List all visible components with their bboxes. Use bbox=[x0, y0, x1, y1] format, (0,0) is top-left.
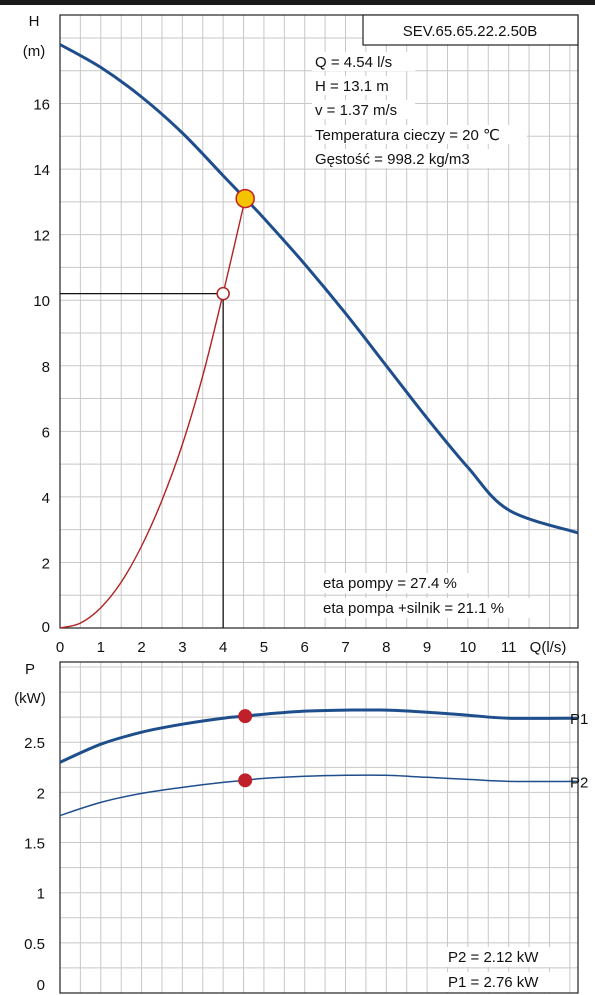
efficiency-line: eta pompa +silnik = 21.1 % bbox=[323, 600, 504, 617]
power-info-line-bg bbox=[444, 972, 554, 992]
head-y-tick-label: 4 bbox=[42, 490, 50, 507]
power-ylabel-unit: (kW) bbox=[14, 690, 46, 707]
head-y-tick-label: 8 bbox=[42, 359, 50, 376]
head-x-tick-label: 1 bbox=[97, 639, 105, 656]
info-line-bg bbox=[312, 76, 398, 95]
head-x-tick-label: 6 bbox=[301, 639, 309, 656]
info-line: Temperatura cieczy = 20 ℃ bbox=[315, 127, 500, 144]
model-title-box bbox=[362, 14, 579, 46]
head-x-tick-label: 11 bbox=[501, 639, 517, 656]
info-line: Gęstość = 998.2 kg/m3 bbox=[315, 151, 470, 168]
head-x-tick-label: 3 bbox=[178, 639, 186, 656]
head-x-tick-label: 10 bbox=[460, 639, 477, 656]
power-operating-point-2 bbox=[238, 773, 253, 788]
power-y-tick-label: 0 bbox=[37, 977, 45, 994]
info-line-bg bbox=[312, 125, 527, 144]
info-line: Q = 4.54 l/s bbox=[315, 54, 392, 71]
power-y-tick-label: 2.5 bbox=[24, 735, 45, 752]
info-line-bg bbox=[312, 52, 416, 71]
info-line: v = 1.37 m/s bbox=[315, 102, 397, 119]
head-x-tick-label: 4 bbox=[219, 639, 227, 656]
head-y-tick-label: 12 bbox=[33, 228, 50, 245]
head-ylabel-symbol: H bbox=[29, 13, 40, 30]
power-info-line: P2 = 2.12 kW bbox=[448, 949, 539, 966]
series-layer bbox=[59, 43, 579, 817]
info-line-bg bbox=[312, 100, 416, 119]
head-x-tick-label: 5 bbox=[260, 639, 268, 656]
head-x-tick-label: 9 bbox=[423, 639, 431, 656]
head-y-tick-label: 2 bbox=[42, 555, 50, 572]
power-series-label-p1: P1 bbox=[570, 711, 588, 728]
pump-curve-line bbox=[59, 43, 579, 535]
head-y-tick-label: 0 bbox=[42, 619, 50, 636]
power-info-line: P1 = 2.76 kW bbox=[448, 974, 539, 991]
power-curve-p2 bbox=[59, 774, 579, 817]
power-y-tick-label: 0.5 bbox=[24, 936, 45, 953]
head-x-tick-label: 7 bbox=[341, 639, 349, 656]
head-ylabel-unit: (m) bbox=[23, 43, 46, 60]
head-x-tick-label: 0 bbox=[56, 639, 64, 656]
head-y-tick-label: 16 bbox=[33, 97, 50, 114]
head-x-tick-label: 2 bbox=[137, 639, 145, 656]
reference-point-marker bbox=[216, 286, 230, 301]
efficiency-line-bg bbox=[320, 573, 473, 593]
power-y-tick-label: 1.5 bbox=[24, 836, 45, 853]
power-ylabel-symbol: P bbox=[25, 661, 35, 678]
head-y-tick-label: 10 bbox=[33, 293, 50, 310]
power-operating-point-1 bbox=[238, 709, 253, 724]
info-line-bg bbox=[312, 149, 493, 168]
efficiency-line-bg bbox=[320, 598, 541, 618]
head-plot-frame bbox=[59, 14, 579, 629]
power-curve-p1 bbox=[59, 708, 579, 764]
head-y-tick-label: 6 bbox=[42, 424, 50, 441]
head-x-tick-label: 8 bbox=[382, 639, 390, 656]
efficiency-line: eta pompy = 27.4 % bbox=[323, 575, 457, 592]
head-xlabel: Q(l/s) bbox=[530, 639, 567, 656]
operating-point-marker bbox=[235, 188, 255, 209]
power-y-tick-label: 1 bbox=[37, 886, 45, 903]
power-series-label-p2: P2 bbox=[570, 774, 588, 791]
power-y-tick-label: 2 bbox=[37, 785, 45, 802]
power-plot-frame bbox=[59, 661, 579, 994]
info-line: H = 13.1 m bbox=[315, 78, 389, 95]
top-bar bbox=[0, 0, 595, 5]
model-title: SEV.65.65.22.2.50B bbox=[403, 23, 538, 40]
power-info-line-bg bbox=[444, 947, 554, 967]
system-curve-line bbox=[59, 198, 246, 629]
head-y-tick-label: 14 bbox=[33, 162, 50, 179]
